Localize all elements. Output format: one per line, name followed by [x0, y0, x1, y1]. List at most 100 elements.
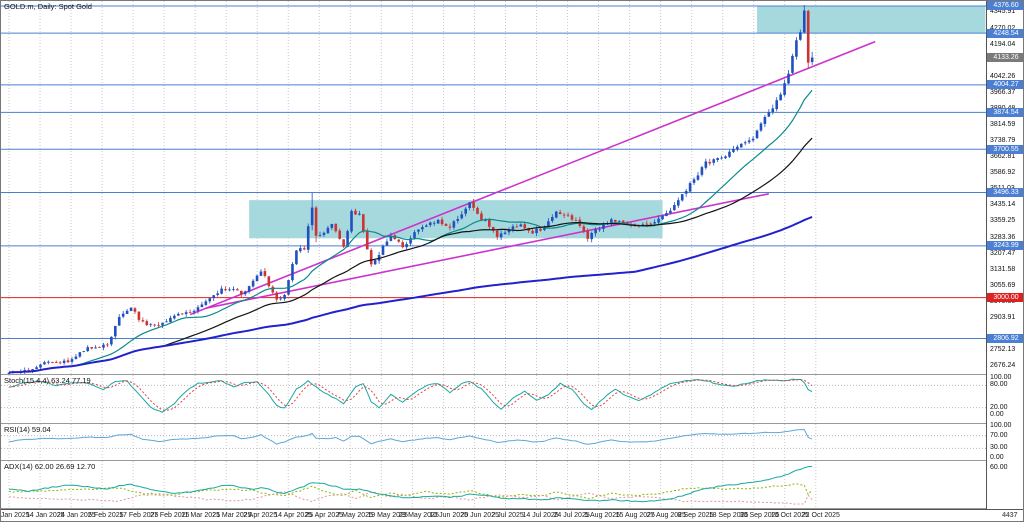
- steep-uptrend-line[interactable]: [189, 40, 876, 316]
- candle: [70, 359, 74, 362]
- candle: [791, 55, 794, 73]
- candle: [582, 226, 586, 232]
- date-label: 24 Jul 2025: [553, 512, 590, 519]
- rsi-canvas[interactable]: [1, 424, 986, 460]
- candle: [460, 214, 464, 219]
- candle: [767, 112, 771, 117]
- candle: [102, 344, 105, 348]
- candle: [275, 292, 279, 300]
- candle: [66, 360, 70, 363]
- candle: [389, 235, 393, 241]
- candle: [732, 148, 735, 152]
- candle: [551, 217, 554, 221]
- date-label: 27 Feb 2025: [150, 512, 190, 519]
- price-level-badge[interactable]: 3874.54: [987, 107, 1023, 117]
- stochastic-canvas[interactable]: [1, 375, 986, 423]
- price-tick: 2676.24: [990, 362, 1016, 370]
- price-tick: 3435.14: [990, 201, 1016, 209]
- main-chart[interactable]: GOLD.m, Daily: Spot Gold: [1, 1, 986, 375]
- price-level-badge[interactable]: 4004.27: [987, 80, 1023, 90]
- price-level-badge[interactable]: 3496.33: [987, 187, 1023, 197]
- candle: [236, 289, 239, 291]
- candle: [173, 315, 176, 319]
- candle: [590, 233, 593, 240]
- rsi-line: [8, 429, 813, 445]
- candle: [299, 248, 302, 252]
- price-level-badge-red[interactable]: 3000.00: [987, 293, 1023, 303]
- candle: [243, 291, 247, 295]
- price-level-badge[interactable]: 2806.92: [987, 334, 1023, 344]
- price-level-badge[interactable]: 3700.55: [987, 144, 1023, 154]
- candle: [688, 183, 692, 192]
- candle: [161, 322, 164, 326]
- candle: [263, 271, 267, 276]
- candle: [51, 362, 54, 364]
- candle: [472, 201, 475, 208]
- candle: [62, 360, 66, 363]
- candle: [649, 223, 653, 225]
- candle: [302, 248, 306, 250]
- candle: [259, 271, 263, 276]
- stochastic-pane[interactable]: Stoch(15,4,4) 63.24 77.19: [1, 375, 986, 424]
- candle: [566, 214, 570, 216]
- candle: [385, 241, 389, 246]
- candle: [251, 280, 255, 287]
- candle: [747, 140, 751, 143]
- candle: [444, 223, 448, 226]
- candle: [133, 308, 137, 312]
- candle: [314, 207, 318, 236]
- date-label: 18 Sep 2025: [708, 512, 749, 519]
- price-tick: 3207.47: [990, 249, 1016, 257]
- candle: [401, 242, 404, 248]
- candle: [117, 316, 121, 326]
- date-label: 10 Jun 2025: [429, 512, 468, 519]
- price-level-badge[interactable]: 4376.60: [987, 1, 1023, 11]
- adx-pane[interactable]: ADX(14) 62.00 26.69 12.70: [1, 461, 986, 509]
- candle: [673, 205, 676, 211]
- shallow-uptrend-line[interactable]: [205, 193, 770, 309]
- price-tick: 3283.36: [990, 233, 1016, 241]
- candle: [696, 175, 700, 180]
- candle: [295, 250, 298, 265]
- date-label: 2 Jan 2025: [0, 512, 30, 519]
- price-axis[interactable]: 4345.914270.024194.044042.263966.373890.…: [986, 1, 1023, 509]
- candle: [365, 231, 369, 250]
- candle: [621, 220, 625, 224]
- candle: [795, 40, 798, 57]
- rsi-scale-label: 100.00: [990, 422, 1012, 429]
- adx-scale-label: 60.00: [990, 463, 1008, 471]
- candle: [149, 324, 153, 326]
- candle: [736, 146, 739, 150]
- date-label: 14 Jul 2025: [522, 512, 559, 519]
- candle: [39, 364, 42, 368]
- candle: [125, 310, 129, 314]
- stoch-k-line: [8, 378, 813, 413]
- fast-ma-line: [8, 89, 813, 374]
- price-level-badge[interactable]: 4248.54: [987, 28, 1023, 38]
- date-label: 8 Sep 2025: [677, 512, 714, 519]
- price-level-badge[interactable]: 3243.99: [987, 241, 1023, 251]
- candle: [661, 215, 664, 220]
- date-label: 30 Sep 2025: [739, 512, 780, 519]
- main-chart-canvas[interactable]: [1, 1, 986, 374]
- candle: [428, 222, 432, 226]
- date-label: 22 Oct 2025: [801, 512, 840, 519]
- date-label: 7 May 2025: [336, 512, 373, 519]
- adx-canvas[interactable]: [1, 461, 986, 508]
- candle: [82, 351, 86, 352]
- adx-line: [8, 465, 813, 503]
- date-label: 29 May 2025: [398, 512, 439, 519]
- candle: [413, 232, 416, 239]
- rsi-scale-label: 30.00: [990, 444, 1008, 452]
- supply-zone[interactable]: [757, 5, 986, 34]
- consolidation-zone[interactable]: [249, 200, 663, 239]
- price-tick: 3814.59: [990, 121, 1016, 129]
- candle: [456, 218, 460, 221]
- minus-di-line: [8, 491, 813, 505]
- rsi-pane[interactable]: RSI(14) 59.04: [1, 424, 986, 461]
- axis-corner-text: 4437: [1002, 512, 1018, 519]
- price-tick: 3131.58: [990, 265, 1016, 273]
- candle: [43, 362, 46, 365]
- date-label: 17 Feb 2025: [119, 512, 159, 519]
